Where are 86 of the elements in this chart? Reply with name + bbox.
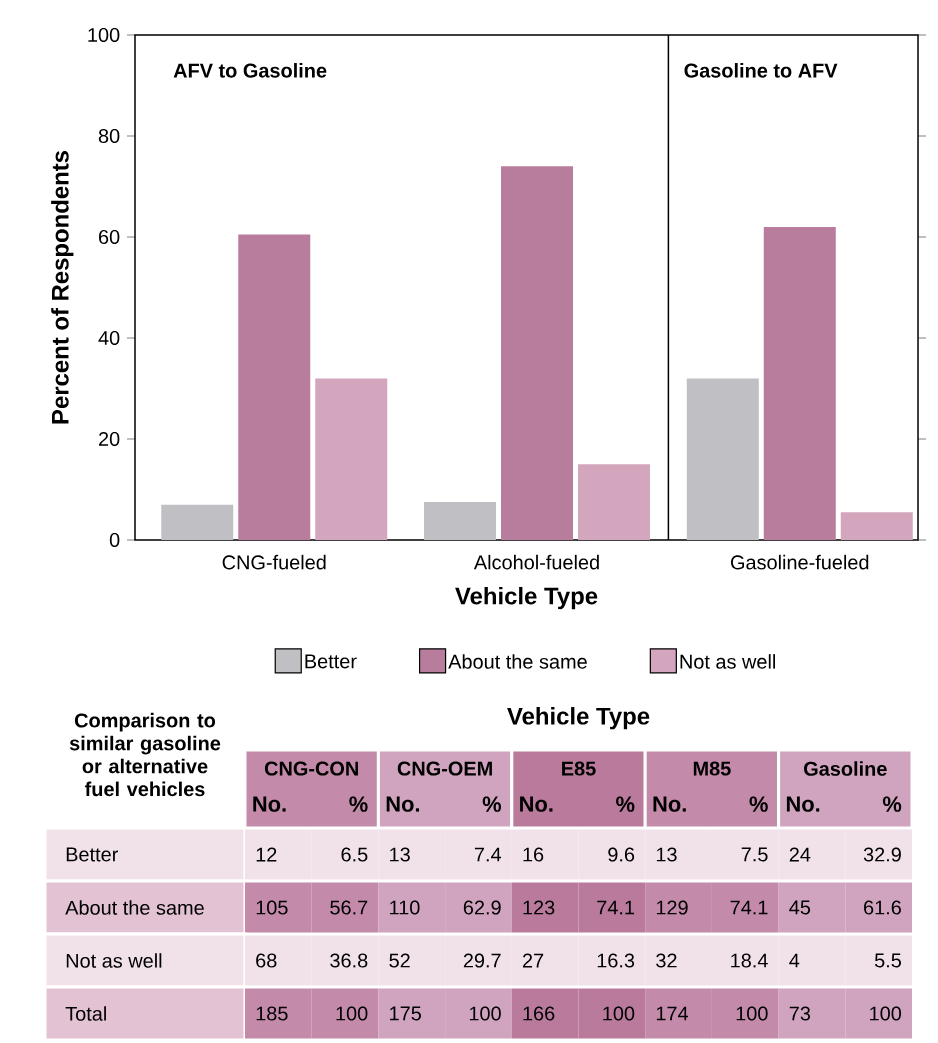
y-axis-title: Percent of Respondents [51,150,74,424]
bar [840,512,913,540]
y-tick-label: 100 [88,27,120,43]
x-tick-label: % [349,796,368,812]
data-label: 74.1 [730,900,768,915]
text: CNG-OEM [397,761,492,776]
data-label: 175 [390,1006,421,1021]
legend-label: Not as well [680,654,776,669]
y-tick-label: 0 [109,532,120,548]
data-label: 36.8 [330,953,368,968]
y-tick-label: Total [65,1006,106,1021]
text: M85 [693,761,731,776]
bar [424,502,497,540]
data-label: 100 [469,1006,501,1021]
data-label: 32.9 [863,847,901,862]
data-label: 105 [256,900,288,915]
data-label: 166 [523,1006,555,1021]
bar [315,378,388,540]
data-label: 129 [656,900,688,915]
x-tick-label: % [482,796,502,812]
x-axis-title: Vehicle Type [455,586,598,610]
legend-label: About the same [448,654,587,669]
text: E85 [562,761,596,776]
data-label: 7.5 [741,847,768,862]
data-label: 174 [656,1006,689,1021]
x-tick-label: No. [786,796,820,812]
data-label: 16 [523,847,544,862]
data-label: 32 [656,953,677,968]
x-tick-label: No. [253,796,286,812]
bar [763,226,836,540]
annotation: AFV to Gasoline [173,63,327,78]
data-label: 7.4 [474,847,502,862]
bar [501,166,574,540]
data-label: 27 [522,953,544,968]
x-tick-label: % [616,796,635,812]
data-label: 185 [256,1006,288,1021]
y-tick-label: 60 [99,229,120,245]
x-tick-label: % [749,796,768,812]
data-label: 18.4 [731,953,768,968]
data-label: 110 [390,900,420,915]
x-tick-label: No. [520,796,553,812]
data-label: 56.7 [330,900,368,915]
x-tick-label: % [882,796,902,812]
y-tick-label: 20 [99,431,120,447]
y-tick-label: Better [66,847,118,862]
data-label: 100 [336,1006,368,1021]
data-label: 45 [789,900,811,915]
data-label: 24 [789,847,811,862]
data-label: 4 [789,953,800,968]
data-label: 73 [789,1006,811,1021]
bar [161,504,234,540]
data-label: 100 [603,1006,635,1021]
data-label: 123 [523,900,555,915]
y-axis-title: Comparison to similar gasoline or alternative fuel vehicles [69,712,221,797]
legend-label: Better [305,654,357,669]
x-tick-label: No. [386,796,420,812]
data-label: 74.1 [597,900,635,915]
chart-title: Vehicle Type [507,707,650,730]
y-tick-label: 80 [98,128,120,144]
x-tick-label: Gasoline-fueled [730,554,869,570]
y-tick-label: Not as well [66,953,162,968]
data-label: 6.5 [341,847,368,862]
data-label: 68 [256,953,277,968]
bar [578,464,651,540]
x-tick-label: CNG-fueled [222,554,326,570]
bar [686,378,759,540]
data-label: 9.6 [608,847,635,862]
text: Gasoline [804,761,887,776]
y-tick-label: 40 [98,330,120,346]
data-label: 13 [656,847,677,862]
text: CNG-CON [264,761,358,776]
x-tick-label: Alcohol-fueled [473,554,599,570]
data-label: 61.6 [864,900,901,915]
data-label: 52 [389,953,410,968]
bar [238,234,311,540]
data-label: 5.5 [874,953,901,968]
annotation: Gasoline to AFV [684,63,838,78]
data-label: 29.7 [463,953,501,968]
data-label: 62.9 [463,900,501,915]
data-label: 100 [870,1006,902,1021]
data-label: 16.3 [597,953,635,968]
x-tick-label: No. [653,796,686,812]
data-label: 12 [256,847,277,862]
data-label: 100 [736,1006,768,1021]
data-label: 13 [390,847,410,862]
y-tick-label: About the same [65,900,204,915]
